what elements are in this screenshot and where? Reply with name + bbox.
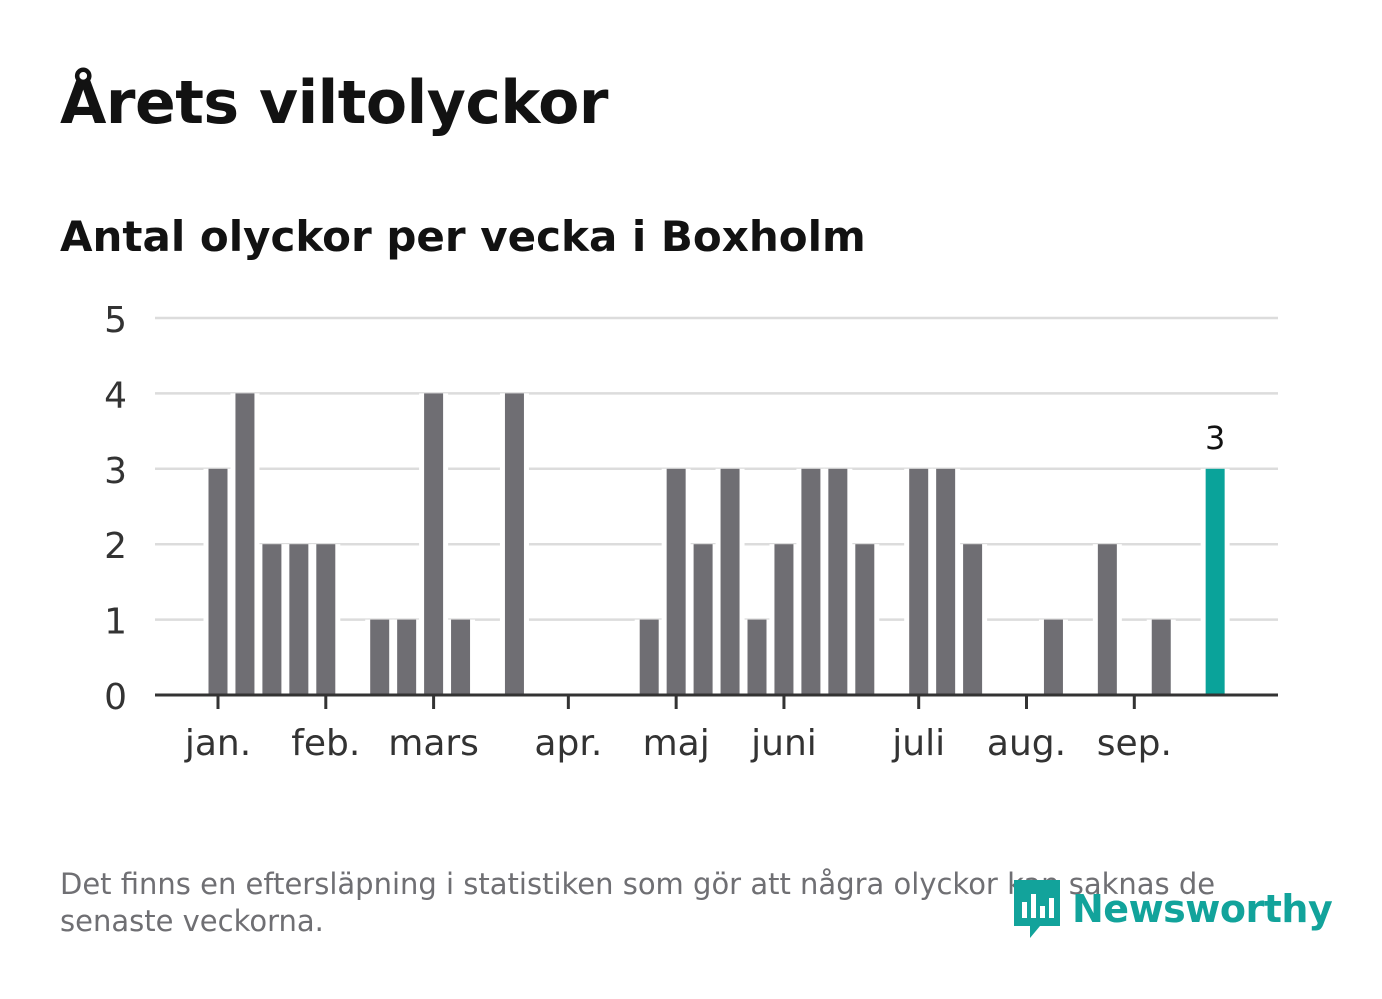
- bar-week-17: [639, 619, 659, 695]
- bar-week-34: [1097, 544, 1117, 695]
- bar-week-27: [909, 468, 929, 695]
- bar-week-22: [774, 544, 794, 695]
- bar-week-32: [1043, 619, 1063, 695]
- logo-text: Newsworthy: [1072, 887, 1333, 931]
- y-tick-label-1: 1: [104, 602, 127, 643]
- data-label-highlight: 3: [1205, 419, 1225, 457]
- chart-title: Årets viltolyckor: [60, 68, 609, 138]
- x-axis-ticks: jan. feb. mars apr. maj juni juli aug. sep.: [184, 695, 1172, 764]
- x-tick-label-maj: maj: [643, 723, 710, 764]
- bar-week-12: [504, 393, 524, 695]
- bar-week-3: [262, 544, 282, 695]
- x-tick-label-apr.: apr.: [534, 723, 602, 764]
- bar-week-5: [316, 544, 336, 695]
- bar-week-1: [208, 468, 228, 695]
- bar-week-7: [370, 619, 390, 695]
- bar-week-9: [424, 393, 444, 695]
- bar-week-19: [693, 544, 713, 695]
- y-axis-ticks: 0 1 2 3 4 5: [104, 300, 127, 718]
- bar-week-4: [289, 544, 309, 695]
- x-tick-label-jan.: jan.: [184, 723, 251, 764]
- x-tick-label-mars: mars: [388, 723, 479, 764]
- bar-week-25: [855, 544, 875, 695]
- bar-week-29: [963, 544, 983, 695]
- bars: 3: [203, 393, 1230, 695]
- chart-subtitle: Antal olyckor per vecka i Boxholm: [60, 212, 866, 261]
- bar-week-2: [235, 393, 255, 695]
- y-tick-label-4: 4: [104, 375, 127, 416]
- bar-week-20: [720, 468, 740, 695]
- newsworthy-logo: Newsworthy: [1010, 876, 1333, 942]
- y-tick-label-3: 3: [104, 451, 127, 492]
- bar-chart: 0 1 2 3 4 5 3 jan. feb. mars apr. maj juni juli aug.…: [104, 300, 1278, 764]
- y-tick-label-5: 5: [104, 300, 127, 341]
- bar-week-24: [828, 468, 848, 695]
- gridlines: [155, 316, 1278, 621]
- y-tick-label-0: 0: [104, 677, 127, 718]
- x-tick-label-aug.: aug.: [987, 723, 1066, 764]
- y-tick-label-2: 2: [104, 526, 127, 567]
- bar-week-23: [801, 468, 821, 695]
- bar-week-21: [747, 619, 767, 695]
- x-tick-label-juni: juni: [750, 723, 817, 764]
- bar-week-10: [451, 619, 471, 695]
- bar-week-18: [666, 468, 686, 695]
- bar-week-38-highlight: [1205, 468, 1225, 695]
- x-tick-label-feb.: feb.: [291, 723, 360, 764]
- bar-week-8: [397, 619, 417, 695]
- newsworthy-logo-icon: [1014, 880, 1060, 938]
- bar-week-28: [936, 468, 956, 695]
- x-tick-label-juli: juli: [891, 723, 945, 764]
- x-tick-label-sep.: sep.: [1097, 723, 1172, 764]
- bar-week-36: [1151, 619, 1171, 695]
